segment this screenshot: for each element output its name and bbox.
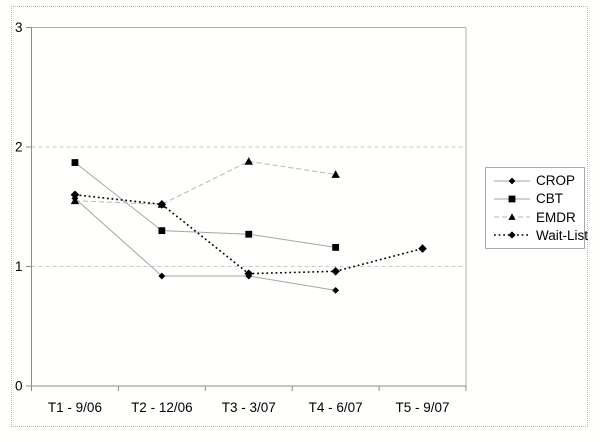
legend-sample-marker: [508, 213, 516, 220]
legend-label-emdr: EMDR: [536, 209, 576, 225]
legend-item-wait-list: Wait-List: [493, 228, 588, 243]
legend-item-crop: CROP: [493, 173, 584, 188]
legend-label-crop: CROP: [536, 173, 576, 189]
series-line-crop: [74, 198, 336, 291]
legend-sample-marker: [508, 231, 516, 239]
marker-crop: [158, 272, 166, 280]
legend-item-cbt: CBT: [493, 191, 584, 206]
x-tick-label: T2 - 12/06: [131, 400, 193, 415]
legend-item-emdr: EMDR: [493, 210, 584, 225]
marker-cbt: [71, 159, 79, 166]
legend-label-wait-list: Wait-List: [536, 227, 589, 243]
y-tick-label: 2: [15, 140, 23, 155]
chart-area-border: [11, 6, 588, 427]
marker-wait-list: [244, 269, 254, 278]
x-tick-label: T3 - 3/07: [222, 400, 276, 415]
marker-wait-list: [331, 266, 340, 276]
marker-cbt: [332, 243, 340, 251]
marker-emdr: [244, 157, 253, 165]
marker-wait-list: [418, 244, 427, 253]
marker-emdr: [70, 196, 80, 205]
x-tick-label: T5 - 9/07: [396, 400, 450, 415]
emdr-line-marker-icon: [494, 213, 530, 220]
x-tick-label: T1 - 9/06: [48, 400, 102, 415]
wait-list-line-marker-icon: [494, 231, 530, 239]
marker-cbt: [158, 227, 166, 235]
legend-sample-marker: [508, 195, 516, 203]
crop-line-marker-icon: [494, 177, 530, 185]
legend: CROP CBT EMDR Wait-List: [485, 167, 588, 249]
series-line-cbt: [74, 162, 336, 248]
y-tick-label: 1: [15, 259, 23, 274]
legend-sample-marker: [508, 177, 516, 185]
legend-label-cbt: CBT: [536, 191, 563, 207]
marker-crop: [332, 287, 340, 294]
y-tick-label: 3: [15, 20, 23, 35]
marker-wait-list: [70, 190, 80, 200]
marker-wait-list: [157, 200, 167, 209]
marker-cbt: [245, 230, 253, 238]
x-tick-label: T4 - 6/07: [309, 400, 363, 415]
cbt-line-marker-icon: [494, 195, 530, 203]
series-line-emdr: [74, 160, 336, 205]
y-tick-label: 0: [15, 379, 23, 394]
marker-emdr: [331, 170, 340, 178]
